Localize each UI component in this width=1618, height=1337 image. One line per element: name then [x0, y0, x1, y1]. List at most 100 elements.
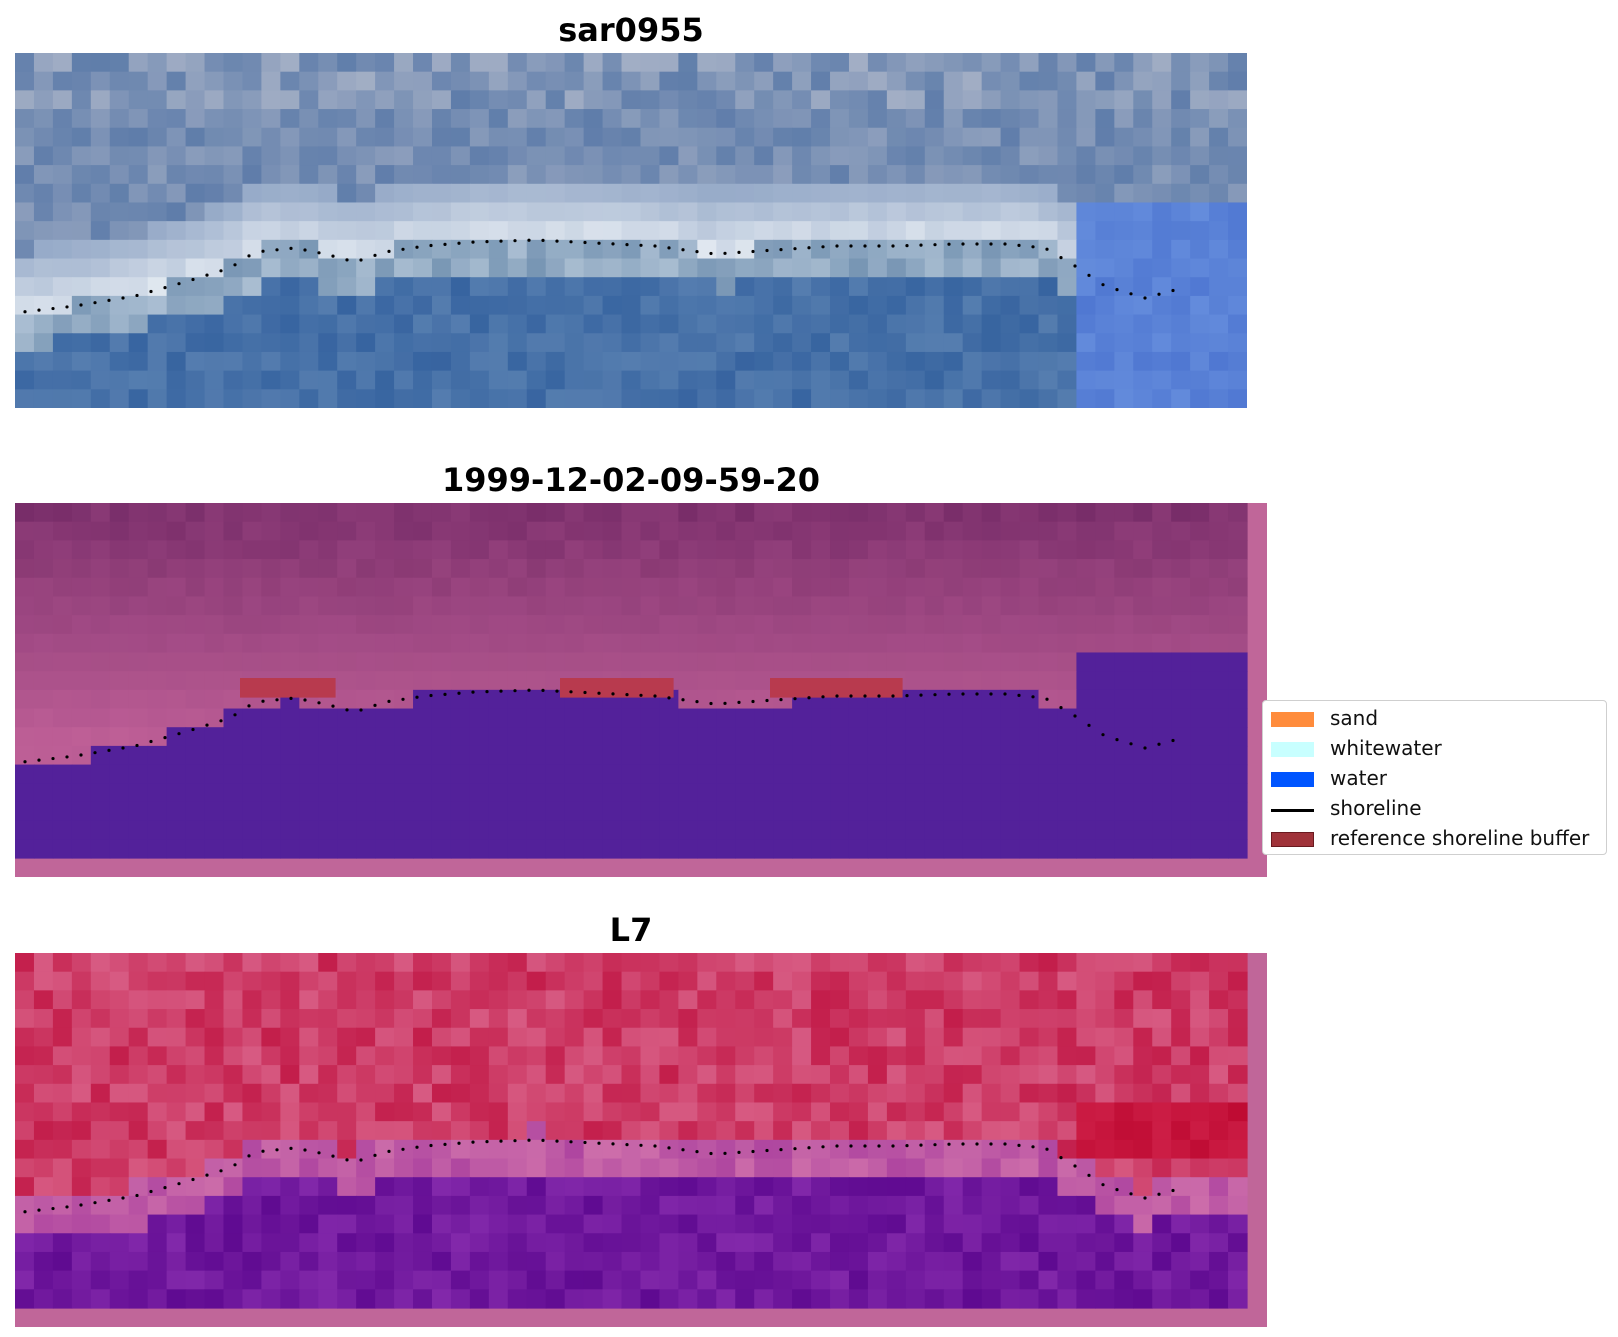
shoreline-point: [877, 1144, 881, 1148]
shoreline-point: [569, 690, 573, 694]
shoreline-point: [849, 1144, 853, 1148]
shoreline-point: [527, 1138, 531, 1142]
shoreline-point: [289, 1146, 293, 1150]
shoreline-point: [821, 695, 825, 699]
shoreline-point: [1045, 1147, 1049, 1151]
shoreline-point: [569, 240, 573, 244]
shoreline-point: [1017, 693, 1021, 697]
shoreline-point: [163, 286, 167, 290]
shoreline-point: [387, 249, 391, 253]
shoreline-point: [695, 700, 699, 704]
shoreline-point: [387, 1149, 391, 1153]
shoreline-point: [219, 1169, 223, 1173]
shoreline-point: [23, 310, 27, 314]
shoreline-point: [205, 723, 209, 727]
shoreline-point: [835, 244, 839, 248]
shoreline-point: [93, 1201, 97, 1205]
shoreline-point: [275, 248, 279, 252]
shoreline-point: [443, 242, 447, 246]
shoreline-point: [1045, 697, 1049, 701]
legend-label: water: [1330, 766, 1387, 790]
shoreline-point: [135, 1193, 139, 1198]
reference-buffer: [770, 678, 903, 698]
shoreline-point: [681, 248, 685, 252]
shoreline-point: [1157, 292, 1161, 296]
shoreline-point: [611, 242, 615, 246]
shoreline-point: [359, 708, 363, 712]
shoreline-point: [331, 704, 335, 708]
shoreline-point: [989, 692, 993, 696]
shoreline-point: [121, 746, 125, 750]
shoreline-dots: [23, 688, 1175, 764]
shoreline-point: [527, 688, 531, 692]
shoreline-point: [947, 242, 951, 246]
shoreline-point: [905, 244, 909, 248]
shoreline-point: [1087, 1173, 1091, 1177]
shoreline-point: [891, 244, 895, 248]
shoreline-point: [65, 1205, 69, 1209]
shoreline-point: [555, 1139, 559, 1143]
shoreline-point: [163, 736, 167, 740]
reference-buffer: [240, 678, 336, 698]
shoreline-point: [191, 1177, 195, 1182]
shoreline-point: [891, 694, 895, 698]
shoreline-point: [877, 244, 881, 248]
shoreline-point: [905, 1144, 909, 1148]
shoreline-point: [709, 701, 713, 706]
shoreline-point: [415, 245, 419, 249]
shoreline-point: [1073, 264, 1077, 268]
shoreline-point: [877, 694, 881, 698]
shoreline-point: [275, 1148, 279, 1152]
shoreline-point: [667, 246, 671, 250]
shoreline-point: [401, 697, 405, 701]
shoreline-point: [737, 250, 741, 254]
shoreline-point: [303, 248, 307, 252]
shoreline-point: [863, 694, 867, 698]
satellite-rgb-panel: [15, 53, 1247, 408]
rgb-pixels: [15, 53, 1247, 408]
shoreline-point: [541, 1138, 545, 1142]
shoreline-point: [835, 1144, 839, 1148]
shoreline-point: [933, 243, 937, 247]
shoreline-point: [737, 700, 741, 704]
shoreline-point: [597, 241, 601, 245]
shoreline-point: [345, 708, 349, 712]
shoreline-point: [975, 692, 979, 696]
shoreline-point: [1087, 723, 1091, 727]
shoreline-point: [975, 242, 979, 246]
shoreline-point: [709, 1151, 713, 1156]
shoreline-point: [1101, 283, 1105, 287]
shoreline-point: [933, 693, 937, 697]
shoreline-point: [303, 1148, 307, 1152]
shoreline-point: [681, 698, 685, 702]
shoreline-point: [793, 697, 797, 701]
shoreline-point: [471, 690, 475, 694]
shoreline-point: [107, 298, 111, 302]
shoreline-point: [821, 1145, 825, 1149]
shoreline-point: [93, 751, 97, 755]
shoreline-point: [751, 249, 755, 254]
shoreline-point: [611, 692, 615, 696]
shoreline-point: [373, 253, 377, 257]
shoreline-point: [611, 1142, 615, 1146]
shoreline-point: [471, 240, 475, 244]
legend-item-reference-buffer: reference shoreline buffer: [1263, 823, 1606, 853]
shoreline-point: [681, 1148, 685, 1152]
shoreline-point: [961, 242, 965, 246]
shoreline-point: [1143, 1196, 1147, 1200]
shoreline-point: [485, 690, 489, 694]
shoreline-point: [919, 243, 923, 247]
shoreline-point: [1073, 1164, 1077, 1168]
shoreline-point: [359, 258, 363, 262]
shoreline-point: [1143, 296, 1147, 300]
shoreline-point: [443, 1142, 447, 1146]
panel-title-1: sar0955: [558, 11, 704, 49]
shoreline-point: [1059, 256, 1063, 260]
shoreline-point: [1017, 1143, 1021, 1147]
shoreline-point: [1031, 245, 1035, 249]
shoreline-point: [779, 698, 783, 702]
shoreline-point: [723, 1151, 727, 1155]
shoreline-point: [471, 1140, 475, 1144]
shoreline-point: [695, 250, 699, 254]
shoreline-point: [177, 732, 181, 736]
